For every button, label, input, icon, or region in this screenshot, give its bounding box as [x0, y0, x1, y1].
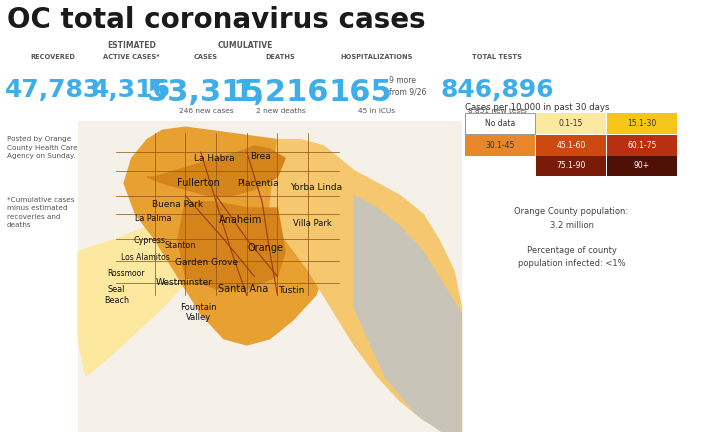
Text: 165: 165: [329, 78, 393, 107]
Text: 75.1-90: 75.1-90: [556, 162, 586, 170]
Text: Fountain
Valley: Fountain Valley: [180, 302, 217, 322]
Text: 246 new cases: 246 new cases: [179, 108, 233, 114]
Text: 45.1-60: 45.1-60: [556, 141, 586, 149]
Text: La Habra: La Habra: [194, 154, 234, 163]
Text: 0.1-15: 0.1-15: [559, 119, 583, 128]
Text: Placentia: Placentia: [237, 179, 279, 187]
Text: 8,851 new tests: 8,851 new tests: [468, 108, 526, 114]
Text: No data: No data: [485, 119, 515, 128]
Polygon shape: [124, 127, 331, 345]
Text: 2 new deaths: 2 new deaths: [256, 108, 305, 114]
FancyBboxPatch shape: [465, 113, 535, 134]
Text: La Palma: La Palma: [135, 214, 171, 223]
Text: Yorba Linda: Yorba Linda: [290, 183, 342, 192]
Text: Orange County population:
3.2 million: Orange County population: 3.2 million: [515, 207, 628, 229]
FancyBboxPatch shape: [607, 113, 677, 134]
Text: Stanton: Stanton: [164, 241, 195, 250]
Text: 90+: 90+: [634, 162, 650, 170]
FancyBboxPatch shape: [607, 156, 677, 176]
Text: Westminster: Westminster: [156, 278, 213, 287]
Text: Rossmoor: Rossmoor: [107, 269, 145, 278]
Text: HOSPITALIZATIONS: HOSPITALIZATIONS: [340, 54, 413, 60]
Text: Villa Park: Villa Park: [293, 219, 332, 228]
Text: Orange: Orange: [248, 244, 284, 254]
Text: 4,316: 4,316: [92, 78, 171, 102]
Text: Anaheim: Anaheim: [219, 216, 263, 226]
Text: Percentage of county
population infected: <1%: Percentage of county population infected…: [518, 246, 626, 268]
Text: 15.1-30: 15.1-30: [627, 119, 657, 128]
FancyBboxPatch shape: [536, 113, 606, 134]
Text: Garden Grove: Garden Grove: [175, 258, 238, 267]
Text: OC total coronavirus cases: OC total coronavirus cases: [7, 6, 426, 35]
Text: Seal
Beach: Seal Beach: [104, 286, 129, 305]
Text: Cypress: Cypress: [133, 236, 165, 245]
Text: DEATHS: DEATHS: [266, 54, 295, 60]
Text: 45 in ICUs: 45 in ICUs: [358, 108, 395, 114]
Text: 1,216: 1,216: [232, 78, 329, 107]
Polygon shape: [178, 202, 285, 289]
FancyBboxPatch shape: [536, 135, 606, 156]
FancyBboxPatch shape: [536, 156, 606, 176]
Text: 846,896: 846,896: [440, 78, 554, 102]
Text: Tustin: Tustin: [278, 286, 304, 295]
Text: 47,783: 47,783: [5, 78, 102, 102]
Text: RECOVERED: RECOVERED: [31, 54, 76, 60]
Text: ESTIMATED: ESTIMATED: [107, 41, 155, 50]
Text: 30.1-45: 30.1-45: [485, 141, 515, 149]
FancyBboxPatch shape: [607, 135, 677, 156]
Text: 53,315: 53,315: [147, 78, 265, 107]
Text: CUMULATIVE: CUMULATIVE: [217, 41, 273, 50]
Polygon shape: [270, 140, 462, 432]
Text: Cases per 10,000 in past 30 days: Cases per 10,000 in past 30 days: [465, 103, 610, 112]
Text: Fullerton: Fullerton: [178, 178, 220, 188]
Polygon shape: [354, 196, 462, 432]
Bar: [78, 121, 462, 432]
Text: Posted by Orange
County Health Care
Agency on Sunday.: Posted by Orange County Health Care Agen…: [7, 136, 77, 159]
Text: Los Alamitos: Los Alamitos: [121, 253, 170, 262]
Text: TOTAL TESTS: TOTAL TESTS: [472, 54, 522, 60]
Text: CASES: CASES: [194, 54, 218, 60]
Text: 9 more
from 9/26: 9 more from 9/26: [389, 76, 427, 96]
Text: Brea: Brea: [250, 152, 271, 161]
Text: 60.1-75: 60.1-75: [627, 141, 657, 149]
Text: Buena Park: Buena Park: [152, 200, 203, 210]
Text: *Cumulative cases
minus estimated
recoveries and
deaths: *Cumulative cases minus estimated recove…: [7, 197, 75, 228]
Text: ACTIVE CASES*: ACTIVE CASES*: [103, 54, 160, 60]
Polygon shape: [147, 146, 285, 196]
Polygon shape: [78, 199, 239, 376]
FancyBboxPatch shape: [465, 135, 535, 156]
Text: Santa Ana: Santa Ana: [218, 284, 268, 294]
